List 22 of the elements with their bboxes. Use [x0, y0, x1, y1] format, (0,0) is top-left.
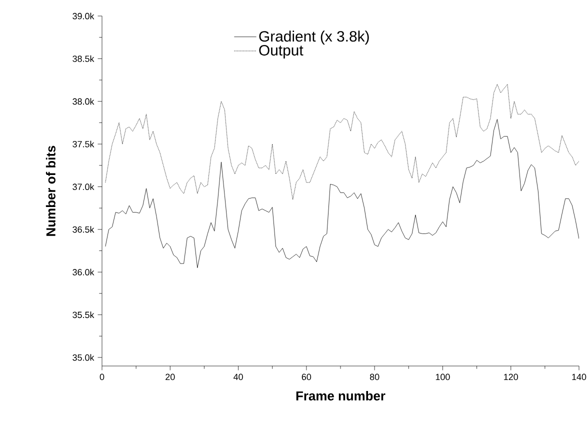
x-tick-label: 100 — [436, 374, 450, 380]
y-tick-label: 37.0k — [72, 183, 94, 190]
x-tick-label: 120 — [504, 374, 518, 380]
y-axis-title: Number of bits — [46, 146, 56, 236]
x-tick-label: 40 — [234, 374, 243, 380]
y-tick-label: 36.5k — [72, 226, 94, 233]
x-axis-title: Frame number — [296, 390, 386, 400]
y-tick-label: 39.0k — [72, 12, 94, 20]
line-series — [105, 119, 580, 268]
x-tick-label: 140 — [572, 374, 586, 380]
legend-label: Output — [259, 44, 304, 59]
y-tick-label: 35.5k — [72, 311, 94, 318]
x-tick-label: 80 — [370, 374, 380, 380]
y-tick-label: 37.5k — [72, 140, 94, 148]
y-tick-label: 38.5k — [72, 55, 94, 62]
y-tick-label: 35.0k — [72, 354, 94, 361]
y-tick-label: 38.0k — [72, 98, 94, 105]
x-tick-label: 60 — [302, 374, 312, 380]
legend-label: Gradient (x 3.8k) — [259, 30, 369, 45]
x-tick-label: 0 — [100, 374, 104, 380]
x-tick-label: 20 — [166, 374, 175, 380]
y-tick-label: 36.0k — [72, 268, 94, 276]
